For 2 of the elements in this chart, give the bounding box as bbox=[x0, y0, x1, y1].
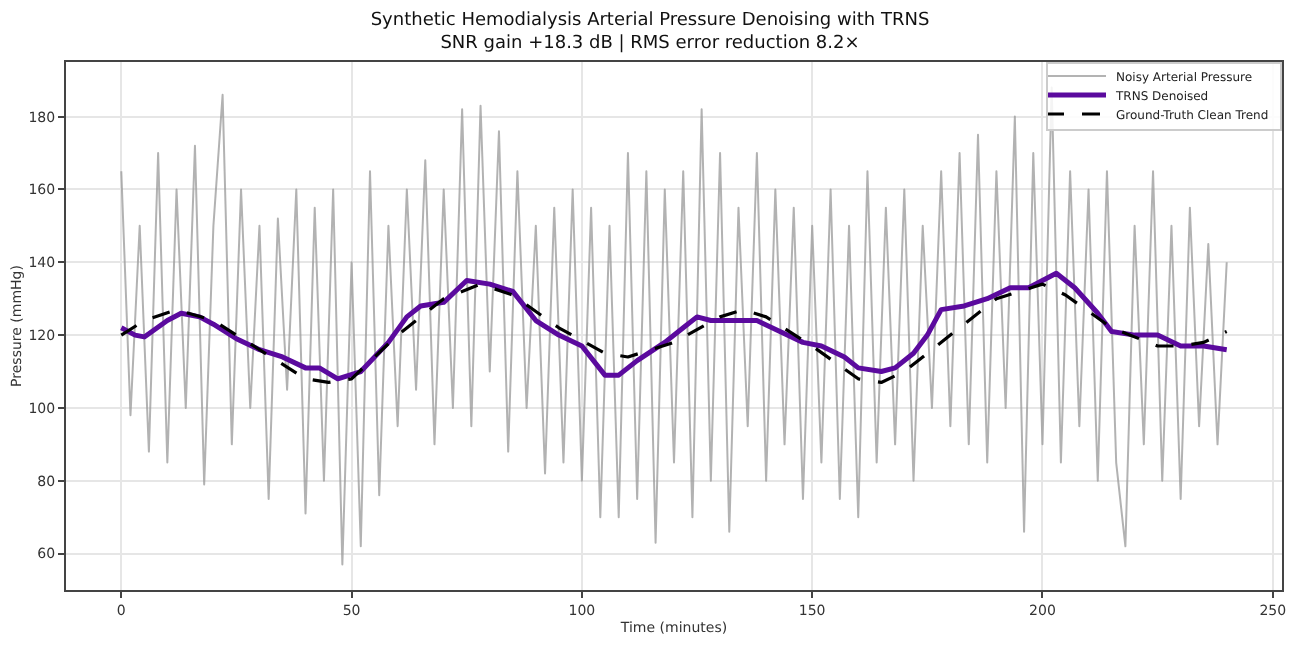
chart-title: Synthetic Hemodialysis Arterial Pressure Denoising with TRNS bbox=[370, 10, 930, 31]
chart-subtitle: SNR gain +18.3 dB | RMS error reduction 8.2× bbox=[440, 33, 860, 54]
